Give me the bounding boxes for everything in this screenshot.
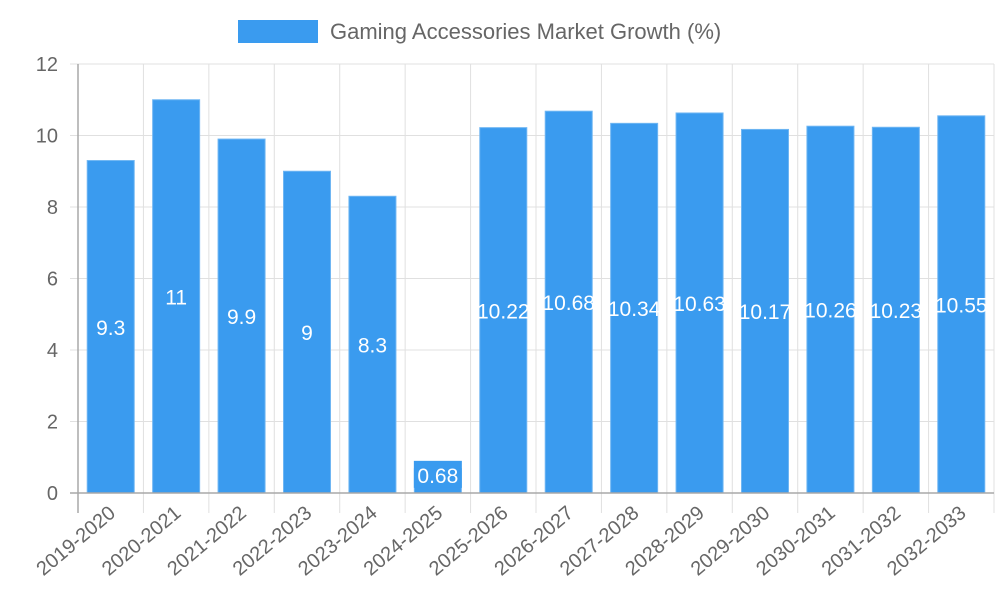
bar[interactable] <box>871 126 920 494</box>
bar-group[interactable]: 10.17 <box>739 128 792 494</box>
y-tick-label: 12 <box>36 54 58 76</box>
axes <box>70 64 994 513</box>
bar-value-label: 10.55 <box>935 294 988 317</box>
bar-value-label: 9.3 <box>96 317 125 340</box>
y-tick-label: 2 <box>47 412 58 434</box>
bar-group[interactable]: 9 <box>283 170 331 494</box>
bar[interactable] <box>675 112 724 494</box>
bar-value-label: 10.26 <box>804 300 857 323</box>
legend-label: Gaming Accessories Market Growth (%) <box>330 19 721 44</box>
legend[interactable]: Gaming Accessories Market Growth (%) <box>238 19 721 44</box>
bar-group[interactable]: 10.68 <box>542 110 595 494</box>
bar-group[interactable]: 10.63 <box>673 112 726 494</box>
bar[interactable] <box>152 99 201 494</box>
bars: 9.3 11 9.9 9 8.3 0.68 10.22 10.68 10.34 10.63 10.1… <box>86 99 988 494</box>
bar-value-label: 10.22 <box>477 300 530 323</box>
bar-group[interactable]: 10.22 <box>477 127 530 494</box>
bar-value-label: 10.23 <box>870 300 923 323</box>
bar-value-label: 9 <box>301 322 313 345</box>
bar-group[interactable]: 10.26 <box>804 125 857 494</box>
bar-label-background <box>413 460 462 488</box>
bar-group[interactable]: 10.55 <box>935 115 988 494</box>
y-tick-label: 8 <box>47 197 58 219</box>
bar-group[interactable]: 8.3 <box>348 195 397 494</box>
bar-value-label: 10.63 <box>673 293 726 316</box>
bar-value-label: 11 <box>165 286 187 309</box>
bar-group[interactable]: 0.68 <box>413 460 462 494</box>
bar[interactable] <box>610 122 659 494</box>
bar[interactable] <box>479 127 528 494</box>
bar-value-label: 10.68 <box>542 292 595 315</box>
gridlines <box>70 63 995 513</box>
bar-group[interactable]: 11 <box>152 99 201 494</box>
bar-group[interactable]: 10.23 <box>870 126 923 494</box>
bar[interactable] <box>283 170 331 494</box>
bar-group[interactable]: 10.34 <box>608 122 661 494</box>
bar[interactable] <box>937 115 986 494</box>
bar-group[interactable]: 9.9 <box>217 138 266 494</box>
bar-group[interactable]: 9.3 <box>86 160 135 494</box>
y-tick-label: 6 <box>47 269 58 291</box>
bar[interactable] <box>348 195 397 494</box>
bar-value-label: 8.3 <box>358 335 387 358</box>
bar[interactable] <box>86 160 135 494</box>
y-axis-ticks: 0 2 4 6 8 10 12 <box>36 54 58 505</box>
bar[interactable] <box>217 138 266 494</box>
y-tick-label: 10 <box>36 126 58 148</box>
x-axis-ticks: 2019-20202020-20212021-20222022-20232023… <box>33 502 971 580</box>
bar[interactable] <box>544 110 593 494</box>
bar[interactable] <box>741 128 789 494</box>
y-tick-label: 4 <box>47 340 58 362</box>
y-tick-label: 0 <box>47 483 58 505</box>
bar-value-label: 10.17 <box>739 301 792 324</box>
legend-swatch <box>238 20 318 43</box>
bar-value-label: 10.34 <box>608 298 661 321</box>
bar-value-label: 9.9 <box>227 306 256 329</box>
bar-value-label: 0.68 <box>417 465 458 488</box>
bar[interactable] <box>806 125 855 494</box>
